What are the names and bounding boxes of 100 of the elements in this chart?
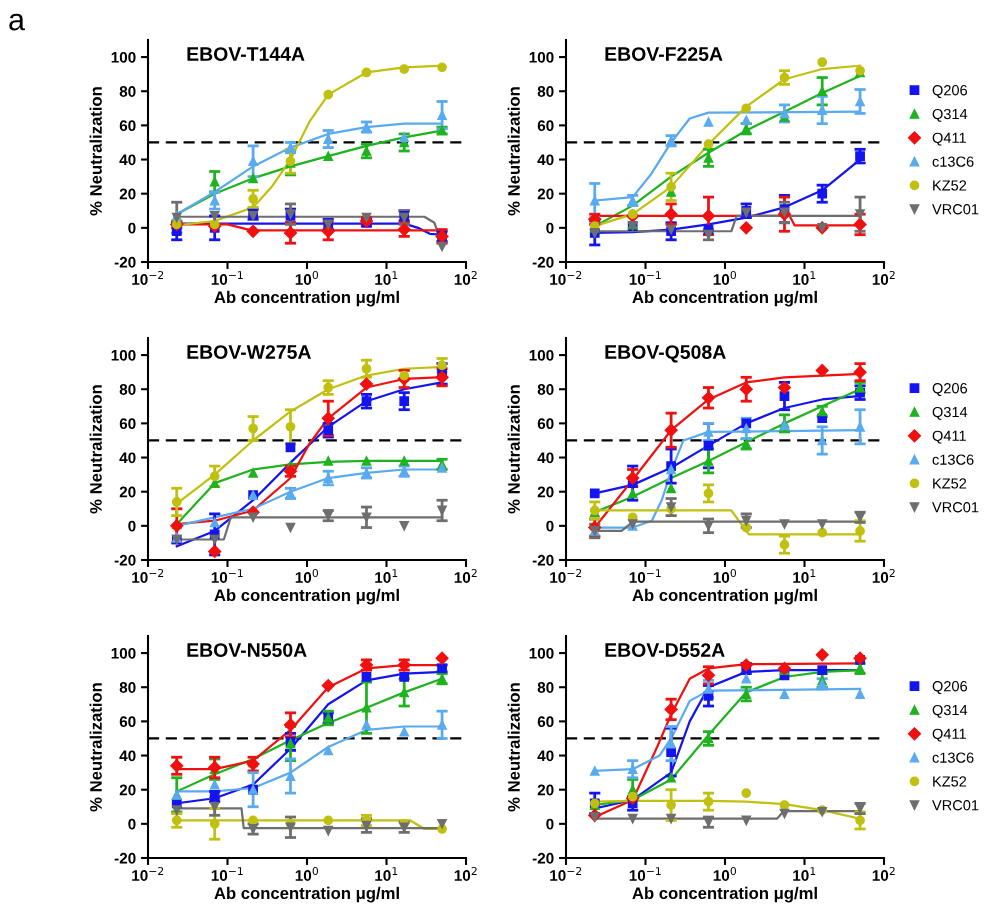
y-tick-label: 20 [537,784,554,796]
y-tick-label: 60 [537,120,554,132]
legend-label: c13C6 [932,454,974,465]
y-tick-label: 100 [111,349,136,361]
x-tick-label: 10$^{2}$ [454,568,477,583]
x-tick-label: 10$^{1}$ [793,867,816,881]
y-tick-label: 80 [537,682,554,693]
y-tick-label: 20 [119,486,136,498]
y-tick-label: 20 [537,188,554,200]
y-tick-label: -20 [114,852,136,864]
legend-label: Q206 [932,383,968,397]
x-tick-label: 10$^{0}$ [295,568,319,583]
y-tick-label: 80 [119,682,136,693]
y-tick-label: 0 [128,520,136,532]
y-axis-title: % Neutralization [89,87,102,216]
y-tick-label: 40 [537,154,554,166]
x-tick-label: 10$^{1}$ [793,271,816,285]
x-tick-label: 10$^{−1}$ [211,271,243,285]
y-tick-label: 0 [546,222,554,234]
x-axis-title: Ab concentration μg/ml [632,588,817,605]
x-tick-label: 10$^{1}$ [793,569,816,583]
legend-label: c13C6 [932,752,974,763]
y-tick-label: 100 [529,349,554,361]
y-tick-label: 0 [128,818,136,830]
y-tick-label: -20 [114,554,136,566]
legend-label: Q314 [932,406,968,420]
chart-title: EBOV-W275A [187,345,311,359]
y-tick-label: 40 [119,750,136,762]
y-tick-label: 60 [119,418,136,430]
y-tick-label: 0 [128,222,136,234]
legend-label: KZ52 [933,180,967,191]
legend-label: Q314 [932,108,968,122]
legend-label: VRC01 [932,502,979,513]
x-tick-label: 10$^{2}$ [872,270,895,285]
y-tick-label: 100 [529,51,554,63]
legend-label: KZ52 [933,776,967,787]
x-axis-title: Ab concentration μg/ml [214,886,399,903]
x-tick-label: 10$^{1}$ [375,569,398,583]
y-tick-label: -20 [532,554,554,566]
x-axis-title: Ab concentration μg/ml [632,290,817,307]
x-tick-label: 10$^{2}$ [872,568,895,583]
x-tick-label: 10$^{2}$ [454,270,477,285]
x-tick-label: 10$^{0}$ [295,270,319,285]
y-tick-label: 40 [119,154,136,166]
y-tick-label: 60 [119,120,136,132]
chart-title: EBOV-D552A [605,643,725,657]
y-axis-title: % Neutralization [507,87,520,216]
legend-label: Q206 [932,681,968,695]
x-tick-label: 10$^{0}$ [713,568,737,583]
y-tick-label: 100 [111,51,136,63]
y-tick-label: 60 [537,418,554,430]
y-axis-title: % Neutralization [507,683,520,812]
x-tick-label: 10$^{2}$ [872,866,895,881]
y-axis-title: % Neutralization [89,385,102,514]
x-tick-label: 10$^{0}$ [713,270,737,285]
y-tick-label: -20 [114,256,136,268]
x-tick-label: 10$^{−1}$ [211,867,243,881]
x-tick-label: 10$^{2}$ [454,866,477,881]
y-tick-label: 100 [529,647,554,659]
legend-label: Q411 [932,728,966,742]
y-tick-label: 0 [546,818,554,830]
legend-label: VRC01 [932,204,979,215]
x-tick-label: 10$^{−2}$ [132,568,164,583]
y-tick-label: 80 [537,86,554,97]
x-tick-label: 10$^{−1}$ [629,867,661,881]
chart-title: EBOV-N550A [187,643,307,657]
legend-label: Q411 [932,132,966,146]
chart-title: EBOV-F225A [605,47,723,61]
chart-title: EBOV-Q508A [605,345,726,363]
y-tick-label: 20 [119,784,136,796]
text: a [9,13,25,31]
x-tick-label: 10$^{−2}$ [132,866,164,881]
x-tick-label: 10$^{−1}$ [211,569,243,583]
legend-label: VRC01 [932,800,979,811]
x-tick-label: 10$^{−1}$ [629,271,661,285]
y-tick-label: 40 [119,452,136,464]
x-tick-label: 10$^{−2}$ [550,866,582,881]
x-axis-title: Ab concentration μg/ml [632,886,817,903]
y-tick-label: 40 [537,750,554,762]
x-axis-title: Ab concentration μg/ml [214,290,399,307]
y-axis-title: % Neutralization [507,385,520,514]
y-tick-label: 100 [111,647,136,659]
legend-label: Q206 [932,85,968,99]
x-tick-label: 10$^{−1}$ [629,569,661,583]
y-tick-label: -20 [532,852,554,864]
x-tick-label: 10$^{−2}$ [132,270,164,285]
y-axis-title: % Neutralization [89,683,102,812]
x-tick-label: 10$^{1}$ [375,867,398,881]
legend-label: Q314 [932,704,968,718]
chart-title: EBOV-T144A [187,47,305,61]
y-tick-label: 80 [537,384,554,395]
y-tick-label: 60 [537,716,554,728]
y-tick-label: 80 [119,86,136,97]
x-tick-label: 10$^{−2}$ [550,270,582,285]
x-tick-label: 10$^{0}$ [295,866,319,881]
y-tick-label: 60 [119,716,136,728]
y-tick-label: 80 [119,384,136,395]
x-tick-label: 10$^{1}$ [375,271,398,285]
x-tick-label: 10$^{0}$ [713,866,737,881]
y-tick-label: 40 [537,452,554,464]
